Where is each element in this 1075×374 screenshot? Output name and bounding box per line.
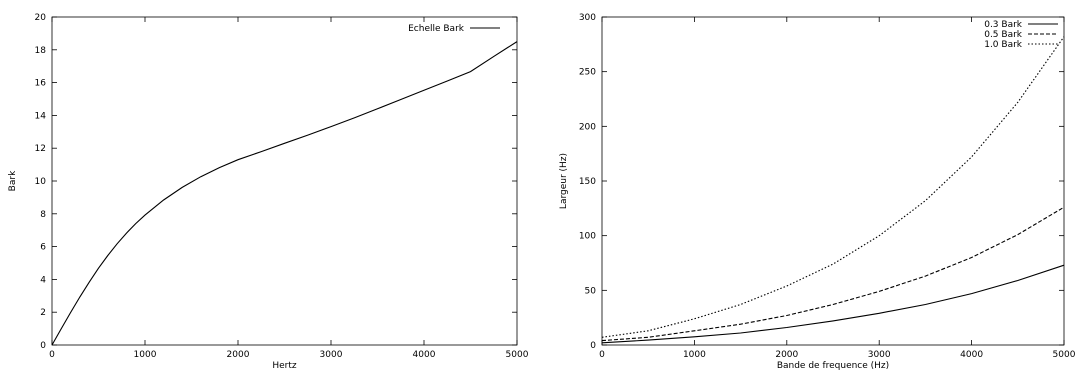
y-tick-label: 14 — [35, 111, 47, 121]
y-tick-label: 4 — [40, 275, 46, 285]
x-tick-label: 3000 — [868, 350, 891, 360]
x-tick-label: 2000 — [775, 350, 798, 360]
y-tick-label: 12 — [35, 144, 46, 154]
plot-frame — [601, 16, 1065, 346]
y-axis-label: Bark — [8, 170, 18, 191]
y-tick-label: 150 — [579, 177, 596, 187]
y-tick-label: 300 — [579, 13, 596, 23]
y-tick-label: 0 — [40, 341, 46, 351]
x-axis-label: Hertz — [272, 361, 297, 371]
series-line-0-3-bark — [601, 264, 1065, 344]
y-tick-label: 10 — [35, 177, 47, 187]
x-tick-label: 0 — [599, 350, 605, 360]
y-tick-label: 6 — [40, 243, 46, 253]
y-tick-label: 200 — [579, 122, 596, 132]
y-tick-label: 250 — [579, 68, 596, 78]
series-line-echelle-bark — [51, 41, 518, 346]
chart-bark-scale: 0 1000 2000 3000 4000 5000 0 2 4 6 8 10 12 14 16 18 20 He… — [8, 13, 529, 371]
legend-label: 0.5 Bark — [984, 30, 1023, 40]
chart-band-width: 0 1000 2000 3000 4000 5000 0 50 100 150 200 250 300 B… — [559, 13, 1075, 371]
series-line-1-0-bark — [601, 36, 1065, 338]
plot-frame — [51, 16, 518, 346]
x-tick-label: 4000 — [960, 350, 983, 360]
legend-label: 0.3 Bark — [984, 20, 1023, 30]
x-tick-label: 2000 — [227, 350, 250, 360]
x-tick-label: 5000 — [1053, 350, 1075, 360]
legend-label: Echelle Bark — [408, 24, 465, 34]
y-axis-label: Largeur (Hz) — [559, 153, 569, 209]
x-axis-label: Bande de frequence (Hz) — [777, 361, 889, 371]
y-tick-label: 8 — [40, 210, 46, 220]
x-tick-label: 1000 — [683, 350, 706, 360]
series-line-0-5-bark — [601, 206, 1065, 342]
x-tick-label: 1000 — [134, 350, 157, 360]
x-tick-label: 3000 — [320, 350, 343, 360]
legend-label: 1.0 Bark — [984, 40, 1023, 50]
y-tick-label: 20 — [35, 13, 47, 23]
y-tick-label: 16 — [35, 79, 47, 89]
x-tick-label: 4000 — [413, 350, 436, 360]
y-tick-label: 18 — [35, 46, 47, 56]
x-tick-label: 5000 — [506, 350, 529, 360]
y-tick-label: 50 — [585, 286, 597, 296]
x-tick-label: 0 — [49, 350, 55, 360]
y-tick-label: 100 — [579, 232, 596, 242]
y-tick-label: 2 — [40, 308, 46, 318]
y-tick-label: 0 — [590, 341, 596, 351]
